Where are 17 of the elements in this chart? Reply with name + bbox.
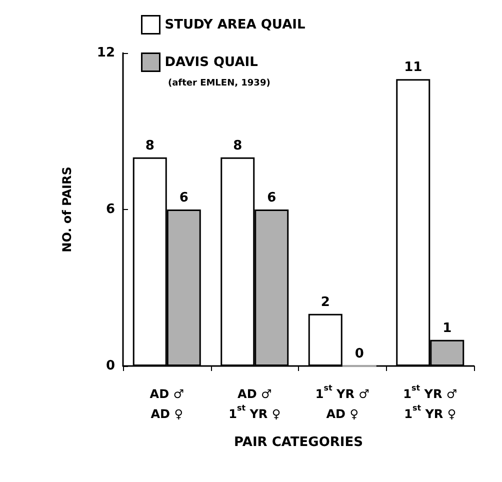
data-label: 2 bbox=[320, 294, 330, 310]
x-axis-title: PAIR CATEGORIES bbox=[234, 435, 363, 450]
y-tick-label: 0 bbox=[106, 358, 115, 374]
y-axis-title: NO. of PAIRS bbox=[60, 166, 74, 252]
data-label: 6 bbox=[179, 190, 188, 206]
y-tick-label: 6 bbox=[106, 202, 115, 217]
legend-label: STUDY AREA QUAIL bbox=[164, 17, 306, 32]
data-label: 8 bbox=[145, 138, 154, 154]
y-tick-label: 12 bbox=[96, 46, 115, 60]
data-label: 6 bbox=[267, 190, 276, 206]
data-label: 1 bbox=[442, 320, 452, 336]
annotation: (after EMLEN, 1939) bbox=[168, 78, 270, 88]
data-label: 8 bbox=[233, 138, 242, 154]
data-label: 0 bbox=[354, 346, 364, 362]
data-label: 11 bbox=[404, 60, 422, 76]
legend-label: DAVIS QUAIL bbox=[164, 54, 258, 70]
x-tick-label: AD ♂ AD ♀ bbox=[150, 387, 184, 421]
